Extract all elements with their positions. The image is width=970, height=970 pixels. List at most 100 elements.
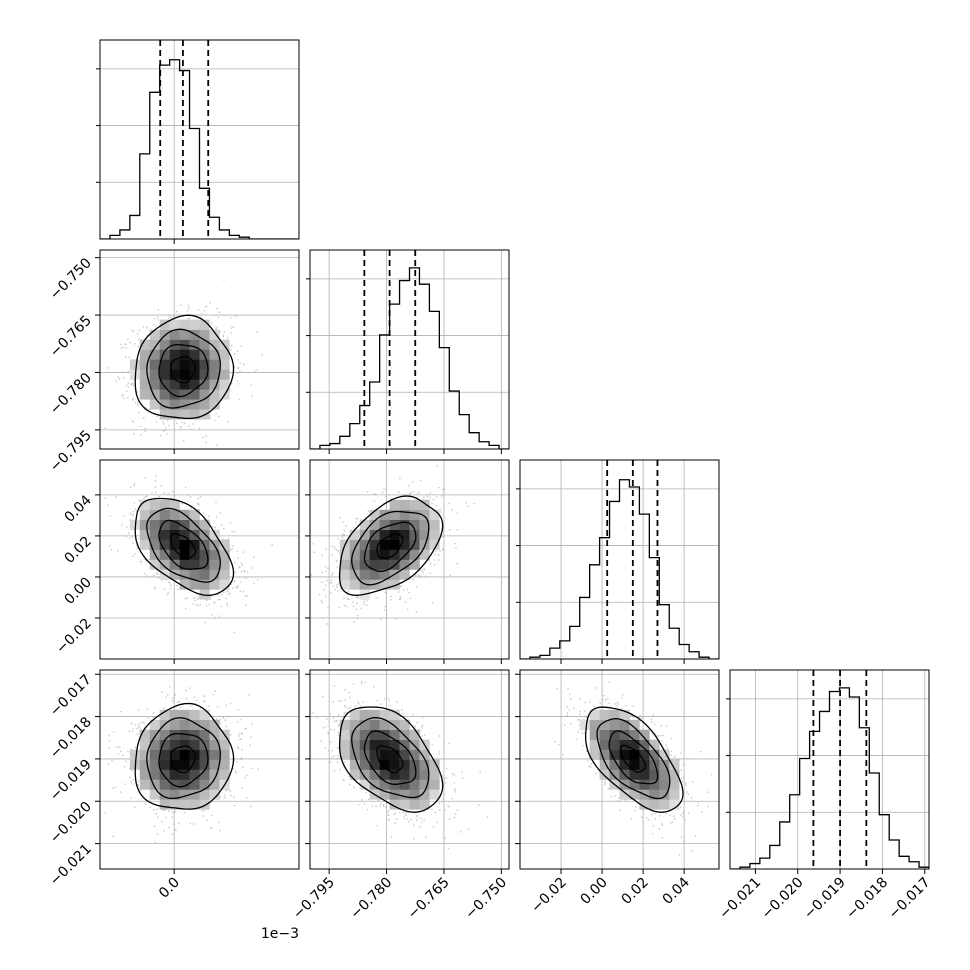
density-cell bbox=[159, 799, 170, 810]
contour-line bbox=[170, 356, 197, 384]
density-cell bbox=[349, 549, 361, 560]
density-cell bbox=[409, 539, 420, 550]
density-cell bbox=[189, 779, 200, 790]
density-cell bbox=[419, 529, 430, 540]
density-cell bbox=[429, 759, 440, 770]
density-cell bbox=[169, 389, 180, 400]
panel-frame bbox=[99, 249, 300, 450]
density-cell bbox=[179, 789, 190, 800]
density-cell bbox=[389, 739, 400, 750]
density-cell bbox=[189, 559, 200, 570]
density-cell bbox=[409, 769, 420, 780]
density-cell bbox=[199, 799, 210, 810]
density-cell bbox=[139, 739, 151, 750]
density-cell bbox=[159, 779, 170, 790]
density-cell bbox=[399, 769, 410, 780]
density-cell bbox=[399, 569, 410, 580]
density-cell bbox=[349, 579, 361, 590]
density-cell bbox=[369, 749, 380, 760]
density-cell bbox=[219, 379, 230, 390]
y-tick-label: 0.00 bbox=[61, 574, 94, 607]
density-cell bbox=[159, 759, 170, 770]
density-cell bbox=[409, 729, 420, 740]
panel-2-1 bbox=[305, 459, 510, 664]
density-cell bbox=[219, 749, 230, 760]
density-cell bbox=[179, 359, 190, 370]
density-cell bbox=[169, 789, 180, 800]
density-cell bbox=[649, 759, 660, 770]
density-cell bbox=[179, 799, 190, 810]
density-cell bbox=[169, 349, 180, 360]
histogram-step bbox=[100, 59, 299, 239]
density-cell bbox=[379, 749, 390, 760]
density-cell bbox=[169, 319, 180, 330]
density-cell bbox=[139, 729, 151, 740]
density-cell bbox=[639, 779, 650, 790]
density-cell bbox=[389, 529, 400, 540]
density-cell bbox=[369, 709, 380, 721]
density-cell bbox=[199, 539, 210, 550]
density-cell bbox=[189, 799, 200, 810]
density-cell bbox=[169, 749, 180, 760]
density-cell bbox=[189, 769, 200, 780]
contour-line bbox=[158, 519, 209, 570]
density-cell bbox=[629, 789, 640, 800]
density-cell bbox=[169, 739, 180, 750]
density-cell bbox=[209, 729, 220, 740]
density-cell bbox=[219, 359, 230, 370]
density-cell bbox=[349, 719, 361, 730]
contour-line bbox=[170, 745, 197, 774]
density-cell bbox=[379, 539, 390, 550]
density-cell bbox=[169, 539, 180, 550]
density-cell bbox=[149, 529, 160, 540]
density-cell bbox=[369, 719, 380, 730]
density-cell bbox=[149, 499, 160, 511]
density-cell bbox=[199, 319, 210, 330]
x-tick-label: −0.017 bbox=[886, 875, 934, 923]
panel-frame bbox=[99, 39, 300, 240]
panel-0-0 bbox=[96, 39, 300, 244]
histogram-step bbox=[730, 687, 929, 869]
density-cell bbox=[189, 569, 200, 580]
density-cell bbox=[349, 559, 361, 570]
density-cell bbox=[409, 789, 420, 800]
density-cell bbox=[169, 769, 180, 780]
density-cell bbox=[359, 539, 370, 550]
density-cell bbox=[429, 789, 440, 800]
contour-line bbox=[134, 497, 235, 597]
density-cell bbox=[609, 719, 620, 730]
density-cell bbox=[619, 709, 630, 721]
density-cell bbox=[219, 769, 230, 780]
x-tick-label: −0.02 bbox=[528, 875, 570, 917]
density-cell bbox=[149, 749, 160, 760]
scatter-points bbox=[554, 681, 713, 856]
density-cell bbox=[619, 719, 630, 730]
contour-line bbox=[608, 730, 659, 785]
x-offset-label: 1e−3 bbox=[261, 926, 299, 942]
density-layer bbox=[104, 686, 259, 844]
y-tick-label: −0.795 bbox=[47, 427, 95, 475]
density-cell bbox=[419, 499, 430, 511]
density-cell bbox=[209, 749, 220, 760]
density-cell bbox=[379, 729, 390, 740]
density-cell bbox=[369, 559, 380, 570]
density-cell bbox=[199, 759, 210, 770]
density-cell bbox=[159, 509, 170, 520]
y-tick-label: 0.04 bbox=[61, 492, 94, 525]
density-cell bbox=[629, 739, 640, 750]
density-cell bbox=[599, 769, 610, 780]
density-cell bbox=[409, 739, 420, 750]
density-cell bbox=[369, 529, 380, 540]
density-cell bbox=[199, 569, 210, 580]
density-cell bbox=[589, 709, 600, 721]
density-cell bbox=[599, 749, 610, 760]
density-cell bbox=[639, 739, 650, 750]
density-cell bbox=[209, 779, 220, 790]
density-cell bbox=[619, 749, 630, 760]
density-cell bbox=[369, 519, 380, 530]
contour-line bbox=[584, 706, 684, 813]
x-tick-label: −0.019 bbox=[801, 875, 849, 923]
density-cell bbox=[219, 559, 230, 570]
x-tick-label: −0.018 bbox=[843, 875, 891, 923]
